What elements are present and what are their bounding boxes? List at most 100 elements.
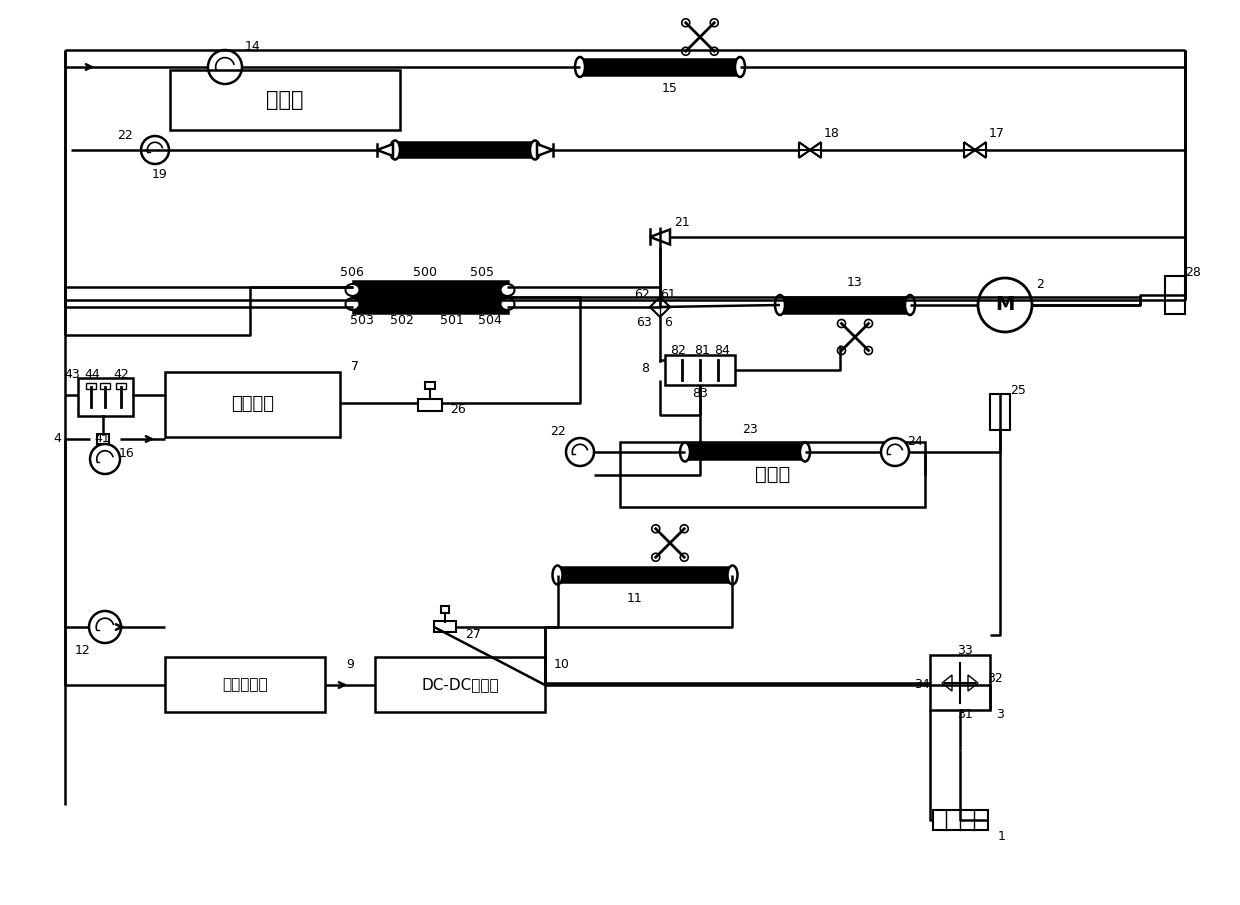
- Text: 32: 32: [987, 672, 1003, 684]
- Text: 7: 7: [351, 360, 360, 374]
- Text: 62: 62: [634, 288, 650, 300]
- Polygon shape: [963, 142, 975, 157]
- Bar: [425, 382, 435, 389]
- Ellipse shape: [905, 295, 915, 315]
- Ellipse shape: [864, 347, 873, 355]
- Text: 22: 22: [551, 425, 565, 439]
- Ellipse shape: [652, 553, 660, 561]
- Polygon shape: [799, 142, 810, 157]
- Bar: [100, 383, 110, 389]
- Text: 动力电池: 动力电池: [231, 395, 274, 414]
- Bar: [1166, 276, 1185, 314]
- Ellipse shape: [553, 566, 563, 585]
- Text: DC-DC变换器: DC-DC变换器: [422, 677, 498, 692]
- Text: 33: 33: [957, 644, 973, 658]
- Bar: [352, 281, 507, 313]
- Ellipse shape: [346, 298, 360, 310]
- Text: 25: 25: [1011, 384, 1025, 396]
- Text: 1: 1: [998, 830, 1006, 843]
- Circle shape: [978, 278, 1032, 332]
- Ellipse shape: [711, 19, 718, 27]
- Text: 501: 501: [440, 315, 464, 328]
- Bar: [97, 434, 109, 444]
- Ellipse shape: [864, 319, 873, 328]
- Ellipse shape: [682, 19, 689, 27]
- Bar: [990, 394, 1011, 430]
- Circle shape: [89, 611, 122, 643]
- Ellipse shape: [346, 284, 360, 296]
- Text: 21: 21: [675, 216, 689, 230]
- Text: 6: 6: [665, 317, 672, 329]
- Text: 31: 31: [957, 709, 973, 721]
- Text: 504: 504: [479, 315, 502, 328]
- Text: 2: 2: [1037, 279, 1044, 291]
- Circle shape: [880, 438, 909, 466]
- Polygon shape: [975, 142, 986, 157]
- Bar: [434, 622, 456, 633]
- Ellipse shape: [711, 47, 718, 55]
- Text: 3: 3: [996, 709, 1004, 721]
- Text: 83: 83: [692, 387, 708, 401]
- Bar: [117, 383, 126, 389]
- Bar: [418, 399, 441, 411]
- Text: 23: 23: [742, 424, 758, 436]
- Ellipse shape: [681, 553, 688, 561]
- Text: 9: 9: [346, 659, 353, 672]
- Ellipse shape: [391, 140, 401, 159]
- Bar: [165, 372, 340, 437]
- Polygon shape: [799, 142, 810, 157]
- Ellipse shape: [501, 298, 515, 310]
- Text: 16: 16: [119, 447, 135, 461]
- Polygon shape: [810, 142, 821, 157]
- Text: 34: 34: [914, 679, 930, 691]
- Circle shape: [565, 438, 594, 466]
- Bar: [440, 606, 449, 613]
- Text: 503: 503: [350, 315, 374, 328]
- Polygon shape: [810, 142, 821, 157]
- Bar: [77, 378, 133, 416]
- Text: 26: 26: [450, 404, 466, 416]
- Ellipse shape: [529, 140, 539, 159]
- Ellipse shape: [680, 443, 689, 462]
- Text: 63: 63: [636, 317, 652, 329]
- Bar: [170, 70, 401, 130]
- Text: 506: 506: [340, 265, 363, 279]
- Ellipse shape: [728, 566, 738, 585]
- Text: 乘员舱: 乘员舱: [755, 465, 790, 484]
- Text: 43: 43: [64, 368, 79, 382]
- Bar: [580, 59, 740, 75]
- Ellipse shape: [681, 525, 688, 533]
- Text: 17: 17: [990, 128, 1004, 140]
- Bar: [86, 383, 95, 389]
- Text: 27: 27: [465, 628, 481, 642]
- Text: 14: 14: [246, 41, 260, 53]
- Text: 13: 13: [847, 277, 863, 290]
- Text: 84: 84: [714, 344, 730, 357]
- Bar: [165, 657, 325, 712]
- Text: 8: 8: [641, 361, 649, 375]
- Bar: [684, 444, 805, 460]
- Text: 4: 4: [53, 433, 61, 445]
- Polygon shape: [975, 142, 986, 157]
- Polygon shape: [650, 230, 670, 244]
- Bar: [930, 655, 990, 710]
- Text: 42: 42: [113, 368, 129, 382]
- Text: 24: 24: [908, 435, 923, 449]
- Text: 11: 11: [627, 593, 642, 605]
- Text: 10: 10: [554, 659, 570, 672]
- Text: M: M: [996, 296, 1014, 315]
- Text: 19: 19: [153, 167, 167, 180]
- Ellipse shape: [735, 57, 745, 77]
- Bar: [932, 810, 987, 830]
- Text: 82: 82: [670, 344, 686, 357]
- Ellipse shape: [775, 295, 785, 315]
- Text: 41: 41: [94, 433, 110, 445]
- Text: 505: 505: [470, 265, 494, 279]
- Bar: [558, 567, 733, 583]
- Ellipse shape: [800, 443, 810, 462]
- Polygon shape: [537, 144, 553, 156]
- Ellipse shape: [682, 47, 689, 55]
- Circle shape: [141, 136, 169, 164]
- Text: 18: 18: [825, 128, 839, 140]
- Circle shape: [208, 50, 242, 84]
